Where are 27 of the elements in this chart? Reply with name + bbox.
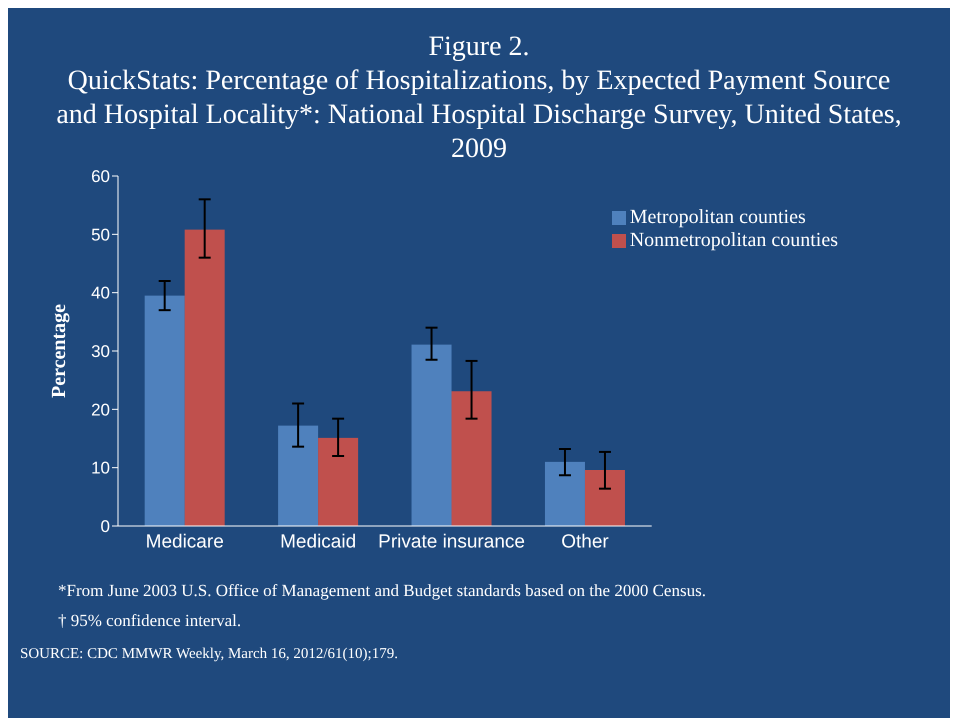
y-tick-label: 60: [91, 167, 110, 186]
y-axis-title: Percentage: [48, 304, 70, 398]
bar: [544, 462, 585, 526]
bar: [144, 296, 185, 526]
source-note: SOURCE: CDC MMWR Weekly, March 16, 2012/61(10);179.: [20, 646, 399, 663]
bar: [452, 391, 492, 526]
bar: [584, 470, 625, 526]
chart-title: Figure 2.: [427, 30, 531, 64]
x-tick-label: Other: [561, 531, 610, 552]
x-tick-label: Private insurance: [378, 531, 525, 552]
y-tick-label: 20: [91, 400, 110, 420]
text: † 95% confidence interval.: [58, 610, 242, 632]
y-tick-label: 40: [91, 284, 110, 303]
legend-label: Metropolitan counties: [630, 206, 806, 228]
x-tick-label: Medicare: [146, 531, 224, 552]
y-tick-label: 30: [91, 342, 110, 362]
legend-label: Nonmetropolitan counties: [630, 229, 838, 251]
bar: [184, 230, 225, 526]
bar: [278, 426, 318, 526]
bar: [318, 438, 358, 526]
y-tick-label: 50: [91, 225, 110, 244]
y-tick-label: 10: [91, 458, 110, 478]
bar: [412, 344, 452, 526]
y-tick-label: 0: [100, 517, 110, 536]
text: *From June 2003 U.S. Office of Management and Budget standards based on the 2000 Census.: [58, 580, 707, 602]
chart-subtitle: QuickStats: Percentage of Hospitalizations, by Expected Payment Source and Hospital Locality*: National Hospital Discharge Survey, United States, 2009: [55, 64, 903, 166]
x-tick-label: Medicaid: [280, 531, 356, 552]
